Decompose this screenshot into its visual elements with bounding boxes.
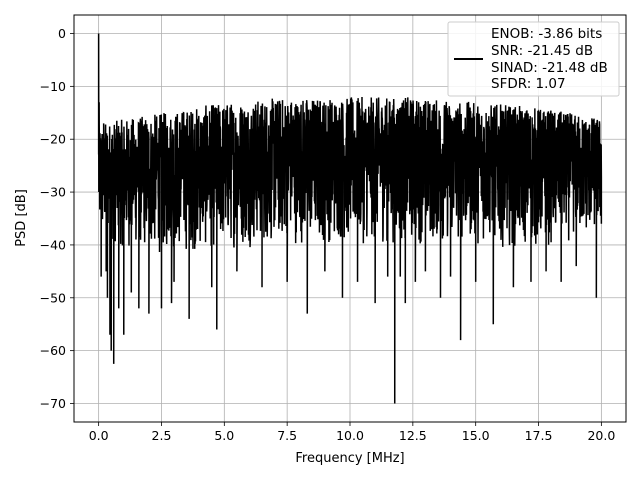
x-tick-label: 5.0 <box>214 428 234 443</box>
y-tick-label: −50 <box>40 290 66 305</box>
y-tick-label: −20 <box>40 132 66 147</box>
y-tick-label: −10 <box>40 79 66 94</box>
tick-layer: 0.0 2.5 5.0 7.5 10.0 12.5 15.0 17.5 20.0 0 −10 −20 −… <box>40 26 616 443</box>
y-tick-label: 0 <box>58 26 66 41</box>
y-tick-label: −70 <box>40 396 66 411</box>
series-layer <box>97 33 603 404</box>
legend-sinad-text: SINAD: -21.48 dB <box>491 60 608 76</box>
legend-sfdr-text: SFDR: 1.07 <box>491 76 566 92</box>
y-tick-label: −30 <box>40 185 66 200</box>
x-tick-label: 12.5 <box>399 428 427 443</box>
legend-enob-text: ENOB: -3.86 bits <box>491 26 602 42</box>
legend-box <box>447 21 620 97</box>
legend: ENOB: -3.86 bits SNR: -21.45 dB SINAD: -… <box>447 21 620 97</box>
y-axis-label: PSD [dB] <box>14 189 29 247</box>
x-tick-label: 20.0 <box>587 428 615 443</box>
psd-series-line <box>97 33 603 404</box>
x-tick-label: 10.0 <box>336 428 364 443</box>
legend-snr-text: SNR: -21.45 dB <box>491 43 593 59</box>
y-tick-label: −40 <box>40 237 66 252</box>
x-tick-label: 7.5 <box>277 428 297 443</box>
x-tick-label: 17.5 <box>525 428 553 443</box>
x-tick-label: 15.0 <box>462 428 490 443</box>
x-tick-label: 2.5 <box>152 428 172 443</box>
x-tick-label: 0.0 <box>89 428 109 443</box>
y-tick-label: −60 <box>40 343 66 358</box>
x-axis-label: Frequency [MHz] <box>295 451 404 466</box>
